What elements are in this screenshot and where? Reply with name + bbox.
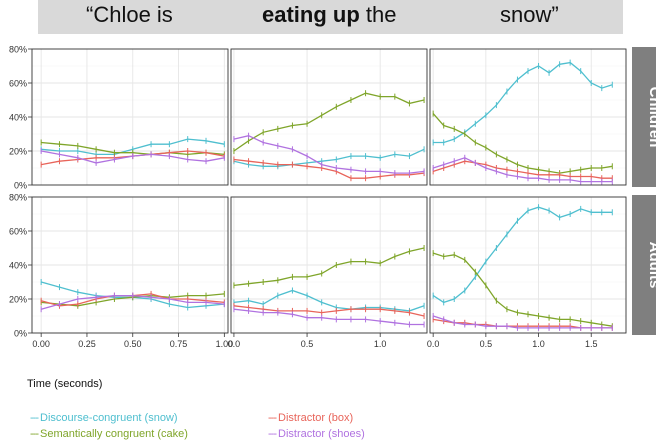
x-tick-label-col-1: 0.0 (228, 339, 241, 349)
panel-children-2-series-shoes (432, 157, 613, 183)
banner-word-3: snow” (500, 2, 559, 27)
x-tick-label-col-0: 1.00 (216, 339, 234, 349)
y-tick-label-adults: 80% (9, 193, 27, 203)
panel-children-1-series-discourse (233, 148, 425, 167)
banner-word-2-bold: eating up (262, 2, 360, 27)
x-tick-label-col-0: 0.25 (78, 339, 96, 349)
legend-item-shoes: --- Distractor (shoes) (268, 428, 365, 440)
panel-adults-1-series-discourse (233, 289, 425, 312)
panel-adults-1-series-semantic (233, 247, 425, 287)
legend-label-discourse: Discourse-congruent (snow) (40, 412, 178, 424)
facet-label-children: Children (646, 87, 660, 148)
facet-label-adults: Adults (646, 242, 660, 289)
legend-swatch-box: --- (268, 412, 277, 424)
x-tick-label-col-1: 0.5 (301, 339, 314, 349)
x-tick-label-col-1: 1.0 (374, 339, 387, 349)
y-tick-label-adults: 60% (9, 227, 27, 237)
legend-item-discourse: --- Discourse-congruent (snow) (30, 412, 178, 424)
banner-word-2-rest: the (359, 2, 397, 27)
y-tick-label-adults: 0% (14, 329, 27, 339)
x-tick-label-col-2: 1.0 (532, 339, 545, 349)
legend-swatch-discourse: --- (30, 412, 39, 424)
y-tick-label-children: 80% (9, 45, 27, 55)
legend-label-semantic: Semantically congruent (cake) (40, 428, 188, 440)
legend-label-shoes: Distractor (shoes) (278, 428, 365, 440)
panel-adults-1-series-box (233, 305, 425, 317)
legend-item-box: --- Distractor (box) (268, 412, 353, 424)
panel-children-1-series-shoes (233, 135, 425, 174)
legend-swatch-semantic: --- (30, 428, 39, 440)
facet-strip-children (632, 47, 656, 187)
panel-children-2-series-semantic (432, 113, 613, 174)
faceted-line-chart: 0%20%40%60%80%0%20%40%60%80%0.00 0.25 0.50… (8, 44, 660, 349)
panel-children-2-series-box (432, 160, 613, 179)
x-tick-label-col-0: 0.00 (32, 339, 50, 349)
x-tick-label-col-2: 0.5 (480, 339, 493, 349)
legend-swatch-shoes: --- (268, 428, 277, 440)
panel-children-1-border (230, 48, 428, 186)
y-tick-label-children: 0% (14, 181, 27, 191)
panel-children-1-series-semantic (233, 92, 425, 152)
x-tick-label-col-0: 0.50 (124, 339, 142, 349)
x-tick-label-col-2: 0.0 (427, 339, 440, 349)
panel-adults-1-border (230, 196, 428, 334)
panel-adults-2-series-discourse (432, 206, 613, 304)
y-tick-label-children: 60% (9, 79, 27, 89)
legend-label-box: Distractor (box) (278, 412, 354, 424)
panel-adults-2-border (429, 196, 627, 334)
banner-word-1: “Chloe is (86, 2, 173, 27)
y-tick-label-children: 20% (9, 147, 27, 157)
y-tick-label-adults: 20% (9, 295, 27, 305)
x-tick-label-col-2: 1.5 (585, 339, 598, 349)
panel-children-2-border (429, 48, 627, 186)
y-tick-label-adults: 40% (9, 261, 27, 271)
banner-word-2: eating up the (262, 2, 396, 28)
legend-item-semantic: --- Semantically congruent (cake) (30, 428, 188, 440)
x-tick-label-col-0: 0.75 (170, 339, 188, 349)
sentence-banner (38, 0, 623, 34)
y-tick-label-children: 40% (9, 113, 27, 123)
panel-adults-1-series-shoes (233, 308, 425, 326)
x-axis-title: Time (seconds) (27, 378, 103, 390)
facet-strip-adults (632, 195, 656, 335)
panel-adults-2-series-shoes (432, 315, 613, 329)
panel-children-1-series-box (233, 158, 425, 179)
panel-adults-2-series-semantic (432, 252, 613, 327)
